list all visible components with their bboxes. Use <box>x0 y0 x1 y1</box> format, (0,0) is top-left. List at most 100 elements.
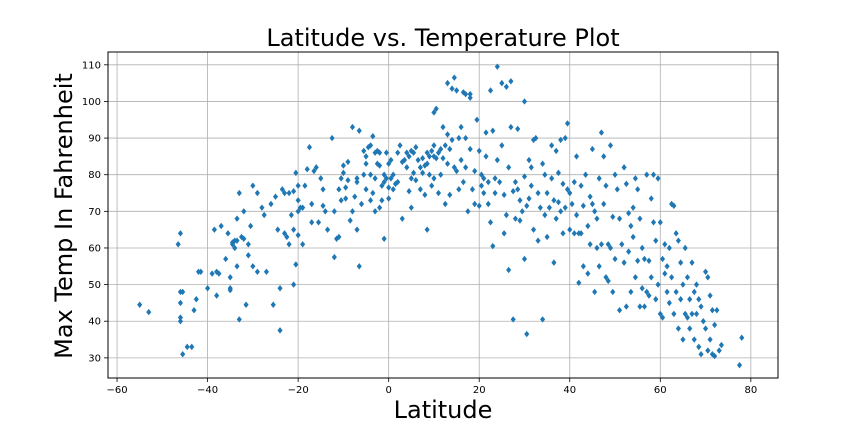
data-point <box>696 296 702 303</box>
data-point <box>601 153 607 160</box>
data-point <box>521 255 528 263</box>
data-point <box>352 193 358 200</box>
data-point <box>447 191 453 199</box>
data-point <box>268 200 274 208</box>
data-point <box>370 189 376 197</box>
data-point <box>295 182 301 189</box>
data-point <box>707 336 713 343</box>
data-point <box>612 171 618 178</box>
data-point <box>616 215 623 222</box>
data-point <box>521 173 528 180</box>
data-point <box>406 187 412 195</box>
data-point <box>381 178 387 186</box>
data-point <box>628 222 634 230</box>
data-point <box>569 200 575 208</box>
data-point <box>689 259 695 266</box>
data-point <box>739 334 745 341</box>
data-point <box>657 219 663 226</box>
data-point <box>275 226 281 233</box>
data-point <box>338 197 344 204</box>
data-point <box>193 296 199 303</box>
data-point <box>596 175 602 182</box>
data-point <box>481 175 487 182</box>
data-point <box>508 123 514 131</box>
data-point <box>533 134 539 142</box>
data-point <box>469 186 475 193</box>
data-point <box>374 160 380 167</box>
data-point <box>383 175 389 182</box>
data-point <box>664 263 670 270</box>
data-point <box>535 237 541 244</box>
y-tick-label: 80 <box>88 170 101 181</box>
x-tick-label: 80 <box>744 385 757 396</box>
data-point <box>433 105 439 112</box>
data-point <box>709 307 715 314</box>
data-point <box>698 350 704 358</box>
data-point <box>616 307 623 314</box>
data-point <box>216 270 222 277</box>
data-point <box>630 204 636 211</box>
data-point <box>429 182 435 189</box>
data-point <box>177 299 183 307</box>
data-point <box>603 274 609 281</box>
data-point <box>669 200 675 208</box>
data-point <box>277 327 283 334</box>
data-point <box>512 178 518 186</box>
data-point <box>598 129 605 136</box>
data-point <box>519 208 525 215</box>
data-point <box>177 314 183 321</box>
data-point <box>573 153 580 160</box>
data-point <box>440 155 446 162</box>
data-point <box>562 204 568 211</box>
data-point <box>413 177 419 184</box>
data-point <box>390 171 396 178</box>
data-point <box>377 149 383 156</box>
data-point <box>693 281 700 288</box>
data-point <box>630 233 636 241</box>
data-point <box>191 307 197 314</box>
data-point <box>476 202 482 210</box>
data-point <box>334 235 340 243</box>
data-point <box>592 288 598 296</box>
data-point <box>472 200 478 208</box>
data-point <box>558 136 564 144</box>
data-point <box>673 288 679 296</box>
data-point <box>422 191 428 199</box>
data-point <box>454 167 460 175</box>
data-point <box>218 222 224 230</box>
data-point <box>716 347 722 354</box>
y-tick-label: 50 <box>88 280 101 291</box>
data-point <box>540 316 546 323</box>
data-point <box>673 230 679 237</box>
data-point <box>243 301 249 308</box>
data-point <box>546 204 552 211</box>
data-point <box>295 231 301 239</box>
data-point <box>388 156 394 164</box>
data-point <box>408 204 414 211</box>
data-point <box>596 263 602 270</box>
data-point <box>515 125 521 133</box>
data-point <box>234 263 240 270</box>
data-point <box>245 241 251 248</box>
data-point <box>354 175 360 182</box>
data-point <box>431 175 437 182</box>
data-point <box>675 237 681 244</box>
data-point <box>592 208 598 215</box>
data-point <box>680 281 686 288</box>
data-point <box>691 336 697 343</box>
data-point <box>492 175 498 182</box>
y-tick-label: 110 <box>82 60 101 71</box>
data-point <box>363 160 369 167</box>
plot-frame <box>107 51 779 379</box>
data-point <box>605 241 611 248</box>
data-point <box>318 175 324 182</box>
data-point <box>578 230 584 237</box>
data-point <box>456 186 462 193</box>
x-axis-ticks: −60 −40 −20 0 20 40 60 80 <box>106 378 757 396</box>
data-point <box>281 189 288 197</box>
data-point <box>315 219 322 226</box>
data-point <box>286 241 292 248</box>
data-point <box>456 134 462 142</box>
data-point <box>621 164 627 171</box>
data-point <box>555 169 561 177</box>
